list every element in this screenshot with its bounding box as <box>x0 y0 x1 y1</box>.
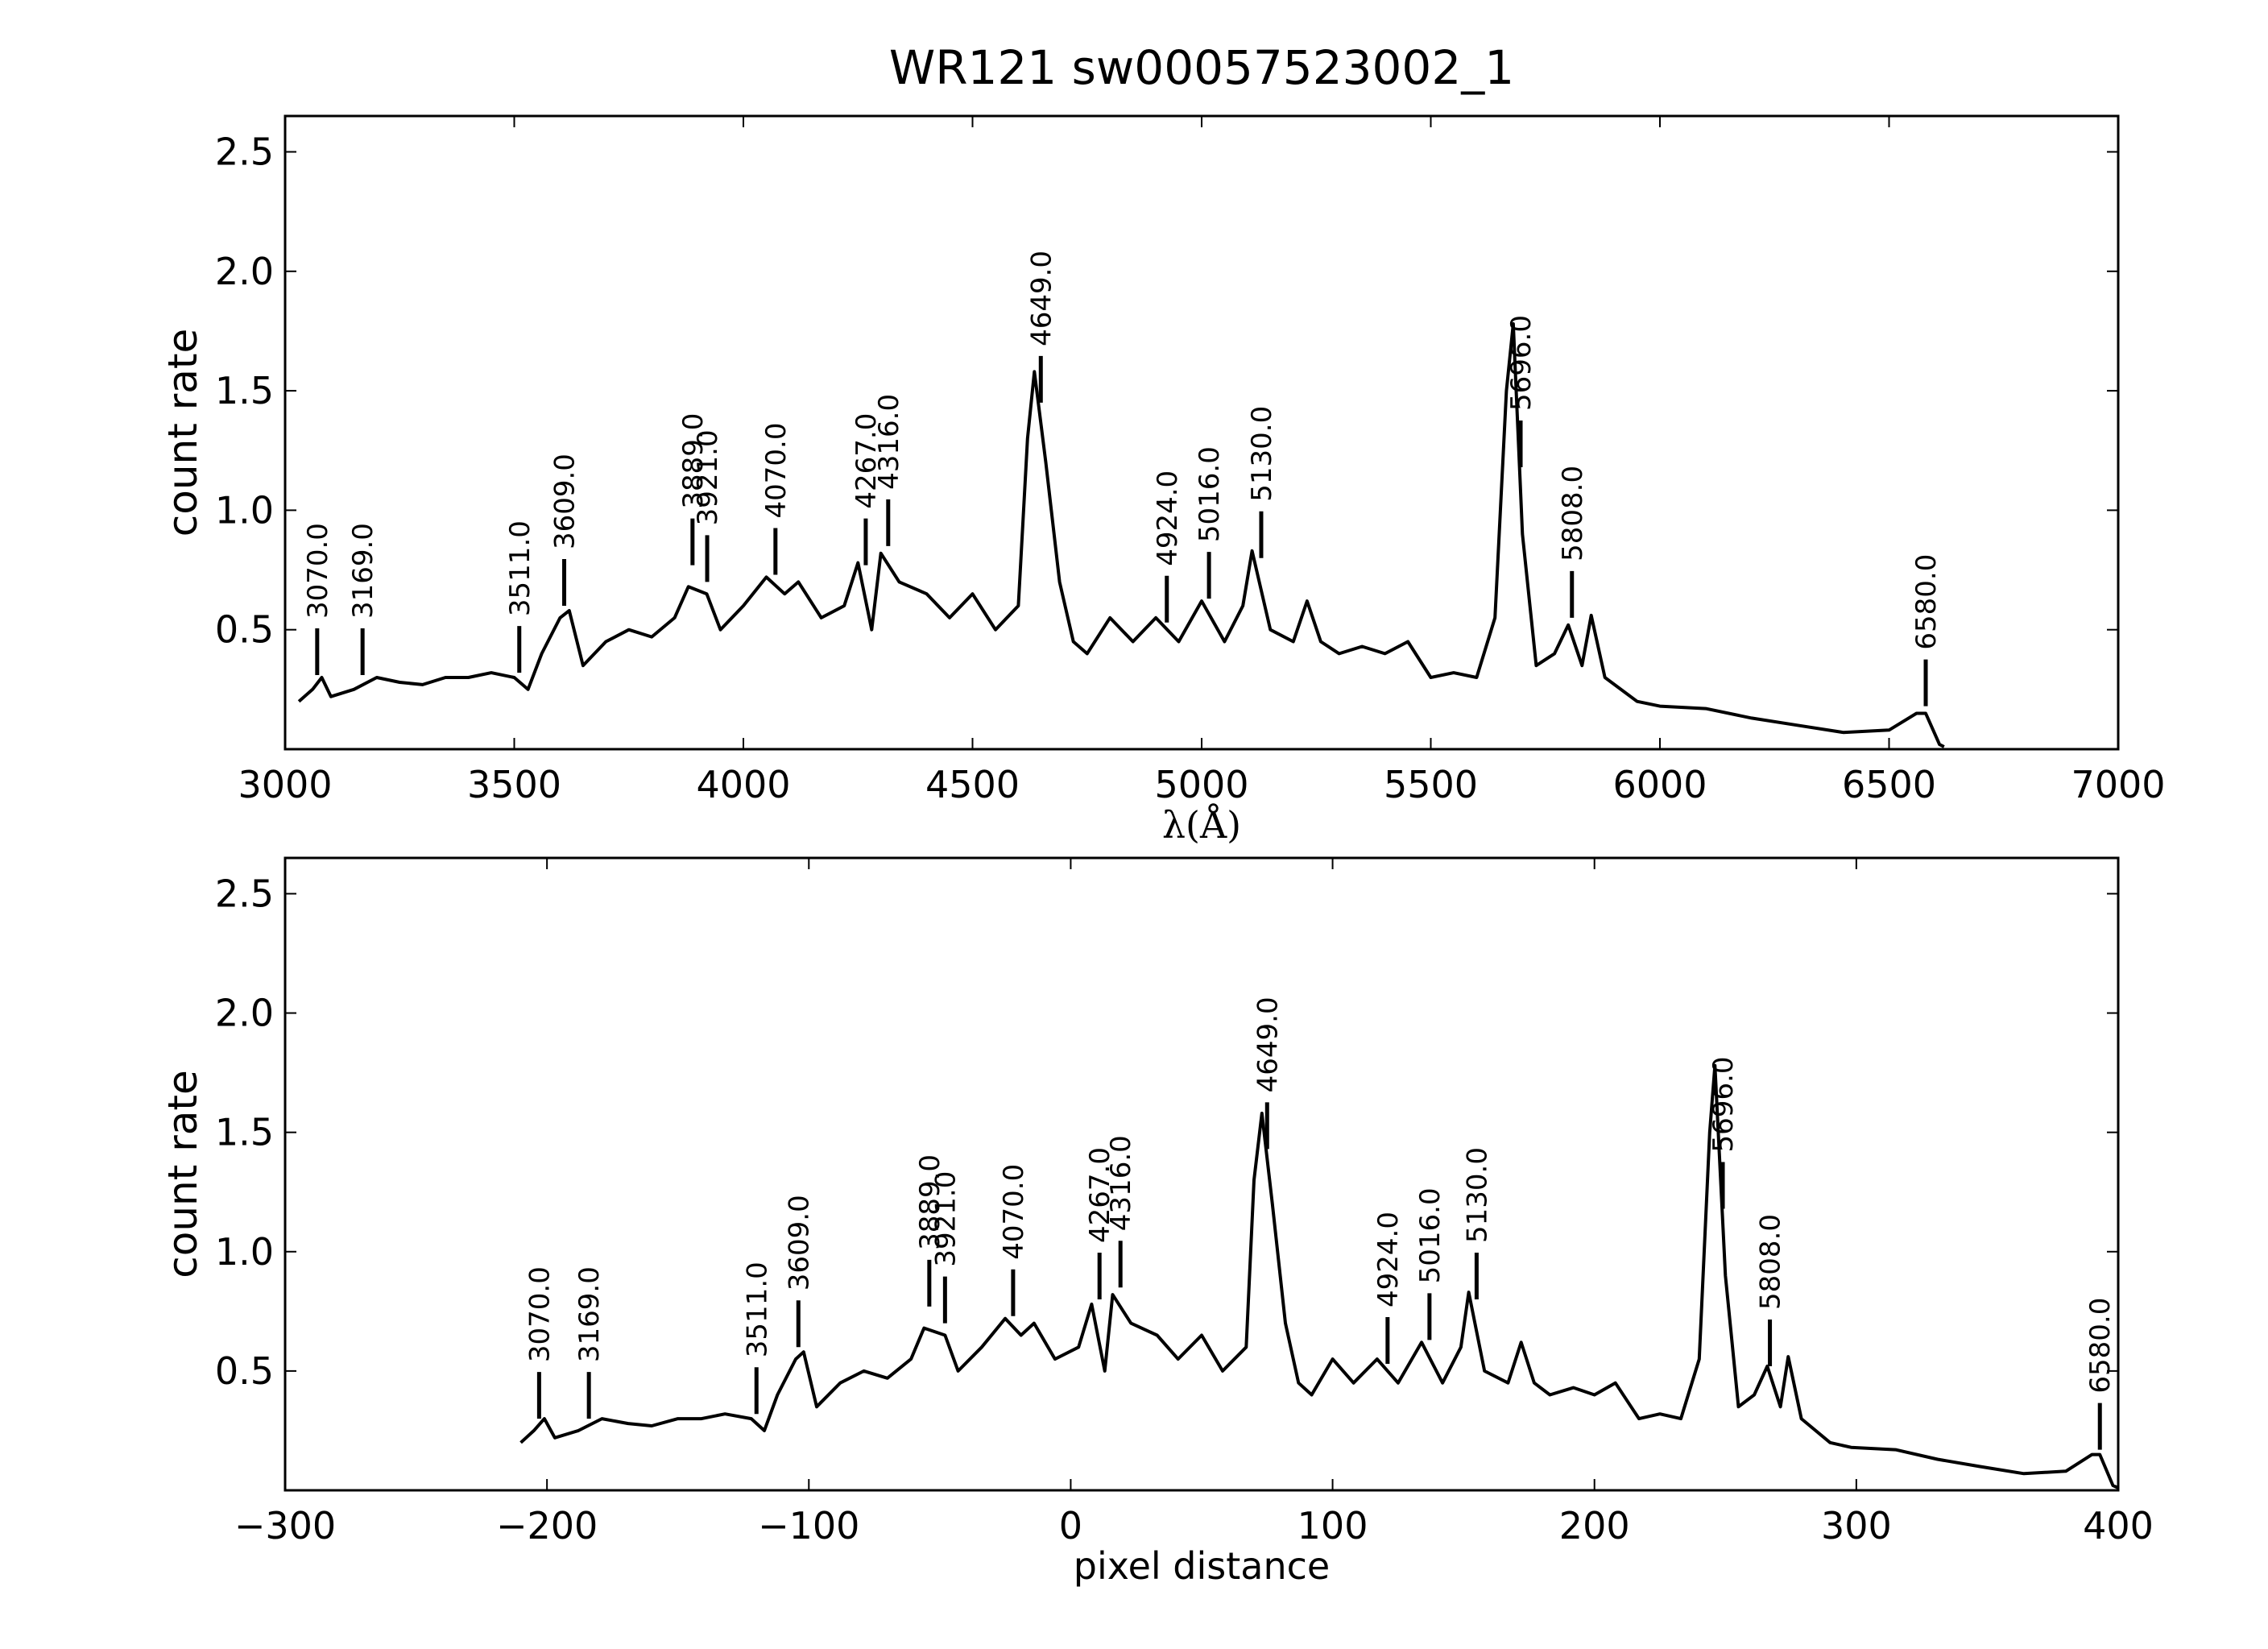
x-tick-label: 7000 <box>2071 763 2165 806</box>
y-axis-label: count rate <box>159 1070 206 1278</box>
y-tick-label: 1.5 <box>215 369 274 412</box>
chart-title: WR121 sw00057523002_1 <box>889 40 1514 95</box>
plot-frame <box>284 114 2120 751</box>
line-label: 3070.0 <box>524 1266 556 1362</box>
y-tick-label: 1.0 <box>215 1230 274 1274</box>
y-tick-label: 2.0 <box>215 992 274 1035</box>
y-tick-label: 2.5 <box>215 872 274 915</box>
line-label: 3511.0 <box>741 1262 773 1357</box>
line-label: 5130.0 <box>1461 1147 1493 1243</box>
x-tick-label: 3000 <box>238 763 332 806</box>
y-tick-label: 2.5 <box>215 130 274 173</box>
line-label: 5696.0 <box>1707 1056 1740 1152</box>
plot-frame <box>284 856 2120 1492</box>
x-tick-label: 3500 <box>467 763 561 806</box>
y-tick-label: 1.5 <box>215 1111 274 1154</box>
y-tick-label: 1.0 <box>215 488 274 532</box>
line-label: 5016.0 <box>1414 1187 1446 1283</box>
y-tick-label: 0.5 <box>215 1349 274 1393</box>
x-axis-label: λ(Å) <box>1162 802 1241 847</box>
line-label: 3889.0 <box>677 413 710 509</box>
line-label: 4316.0 <box>1105 1135 1137 1231</box>
line-label: 3609.0 <box>783 1195 815 1291</box>
line-label: 4924.0 <box>1372 1212 1405 1307</box>
line-label: 4649.0 <box>1252 996 1284 1092</box>
line-label: 5130.0 <box>1246 406 1278 502</box>
x-tick-label: 5000 <box>1154 763 1248 806</box>
line-label: 4649.0 <box>1025 251 1057 346</box>
line-label: 4924.0 <box>1152 470 1184 566</box>
spectrum-line <box>297 322 1945 748</box>
x-tick-label: −200 <box>496 1504 598 1547</box>
x-tick-label: −300 <box>234 1504 336 1547</box>
line-label: 4070.0 <box>760 423 793 519</box>
line-label: 4267.0 <box>1084 1147 1116 1243</box>
x-tick-label: 6000 <box>1612 763 1707 806</box>
line-label: 3921.0 <box>692 429 724 525</box>
x-tick-label: 5500 <box>1384 763 1478 806</box>
x-tick-label: −100 <box>758 1504 859 1547</box>
x-tick-label: 100 <box>1297 1504 1368 1547</box>
line-label: 5808.0 <box>1755 1214 1787 1310</box>
line-label: 5808.0 <box>1557 466 1589 561</box>
x-axis-label: pixel distance <box>1074 1544 1330 1588</box>
line-label: 3511.0 <box>504 520 536 616</box>
line-label: 3889.0 <box>914 1154 946 1250</box>
line-label: 3609.0 <box>549 454 581 549</box>
line-label: 3070.0 <box>302 523 334 619</box>
spectrum-line <box>519 1063 2119 1489</box>
line-label: 4316.0 <box>873 394 905 490</box>
x-tick-label: 4500 <box>925 763 1020 806</box>
line-label: 4070.0 <box>998 1164 1030 1260</box>
y-tick-label: 2.0 <box>215 250 274 293</box>
line-label: 5696.0 <box>1505 315 1538 411</box>
x-tick-label: 6500 <box>1842 763 1936 806</box>
line-label: 3921.0 <box>929 1171 962 1267</box>
y-axis-label: count rate <box>159 329 206 537</box>
x-tick-label: 200 <box>1559 1504 1630 1547</box>
x-tick-label: 0 <box>1059 1504 1082 1547</box>
y-tick-label: 0.5 <box>215 608 274 652</box>
line-label: 4267.0 <box>850 413 883 509</box>
line-label: 5016.0 <box>1194 446 1226 542</box>
line-label: 6580.0 <box>2084 1298 2117 1394</box>
x-tick-label: 400 <box>2083 1504 2154 1547</box>
x-tick-label: 300 <box>1821 1504 1892 1547</box>
line-label: 3169.0 <box>347 523 379 619</box>
line-label: 3169.0 <box>573 1266 606 1362</box>
line-label: 6580.0 <box>1910 554 1943 650</box>
x-tick-label: 4000 <box>696 763 790 806</box>
